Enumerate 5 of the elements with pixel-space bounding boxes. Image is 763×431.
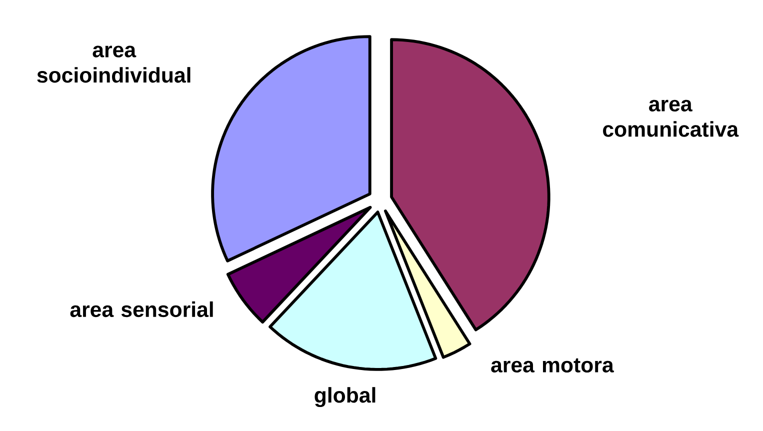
slice-label: area comunicativa [603,100,739,137]
slice-label: area socioindividual [37,46,190,83]
slice-label: area sensorial [70,301,213,318]
slice-label: global [314,387,376,408]
slice-label: area motora [491,358,614,373]
